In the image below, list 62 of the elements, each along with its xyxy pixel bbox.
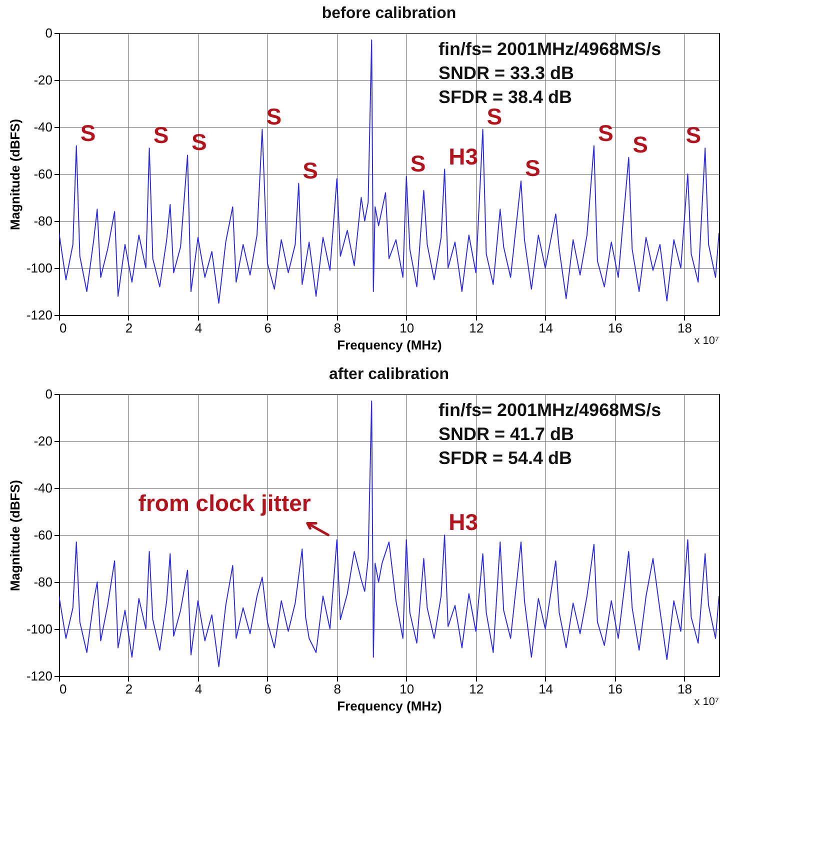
x-tick-label: 8 [334, 320, 342, 336]
text: x 10⁷ [694, 696, 720, 708]
x-tick-label: 0 [60, 320, 67, 336]
chart-title: before calibration [322, 5, 456, 22]
x-axis-title: Frequency (MHz) [337, 698, 442, 714]
line-series [59, 40, 719, 304]
annotation: S [686, 122, 702, 148]
annotation: S [410, 150, 426, 176]
x-tick-label: 10 [400, 320, 414, 336]
x-tick-label: 4 [194, 682, 202, 696]
annotation: from clock jitter [138, 490, 311, 516]
annotation: H3 [448, 509, 478, 535]
y-axis-title: Magnitude (dBFS) [7, 118, 22, 230]
line-series [59, 400, 719, 668]
y-tick-label: -60 [34, 166, 52, 182]
annotation: S [632, 132, 648, 158]
y-tick-label: -120 [26, 668, 52, 684]
y-tick-label: -40 [34, 120, 52, 134]
annotation: H3 [448, 143, 478, 170]
x-tick-label: 18 [678, 682, 692, 696]
annotation: SFDR = 54.4 dB [438, 448, 572, 468]
y-tick-label: -40 [34, 480, 52, 496]
text: x 10⁷ [694, 335, 720, 347]
y-tick-label: -100 [26, 260, 52, 276]
x-tick-label: 12 [469, 682, 484, 696]
y-tick-label: -120 [26, 308, 52, 322]
x-tick-label: 6 [264, 682, 272, 696]
annotation: S [153, 122, 169, 148]
annotation: fin/fs= 2001MHz/4968MS/s [438, 39, 662, 59]
y-tick-label: -100 [26, 622, 52, 636]
y-tick-label: -20 [34, 72, 52, 88]
y-tick-label: -80 [34, 214, 52, 228]
x-tick-label: 18 [678, 320, 692, 336]
annotation: S [192, 129, 207, 156]
y-axis-title: Magnitude (dBFS) [7, 480, 22, 592]
x-tick-label: 6 [264, 320, 272, 336]
y-tick-label: -60 [34, 528, 52, 542]
annotation: SNDR = 41.7 dB [438, 424, 574, 444]
y-tick-label: 0 [45, 386, 52, 402]
x-tick-label: 8 [334, 682, 342, 696]
x-tick-label: 14 [538, 320, 554, 336]
annotation: SNDR = 33.3 dB [438, 63, 574, 83]
chart-title: after calibration [328, 366, 450, 383]
annotation: fin/fs= 2001MHz/4968MS/s [438, 400, 662, 420]
annotation: S [80, 120, 96, 146]
x-tick-label: 12 [469, 320, 484, 336]
y-tick-label: -20 [34, 434, 52, 448]
x-tick-label: 14 [538, 682, 554, 696]
annotation: S [598, 120, 614, 146]
annotation: S [266, 103, 282, 130]
x-tick-label: 2 [125, 682, 133, 696]
x-tick-label: 16 [608, 682, 623, 696]
x-tick-label: 10 [400, 682, 414, 696]
x-tick-label: 16 [608, 320, 623, 336]
x-tick-label: 4 [194, 320, 202, 336]
y-tick-label: -80 [34, 574, 52, 590]
x-tick-label: 2 [125, 320, 133, 336]
annotation: S [302, 157, 318, 184]
annotation: S [525, 155, 540, 182]
x-tick-label: 0 [60, 682, 67, 696]
x-axis-title: Frequency (MHz) [337, 338, 442, 352]
y-tick-label: 0 [45, 26, 52, 40]
